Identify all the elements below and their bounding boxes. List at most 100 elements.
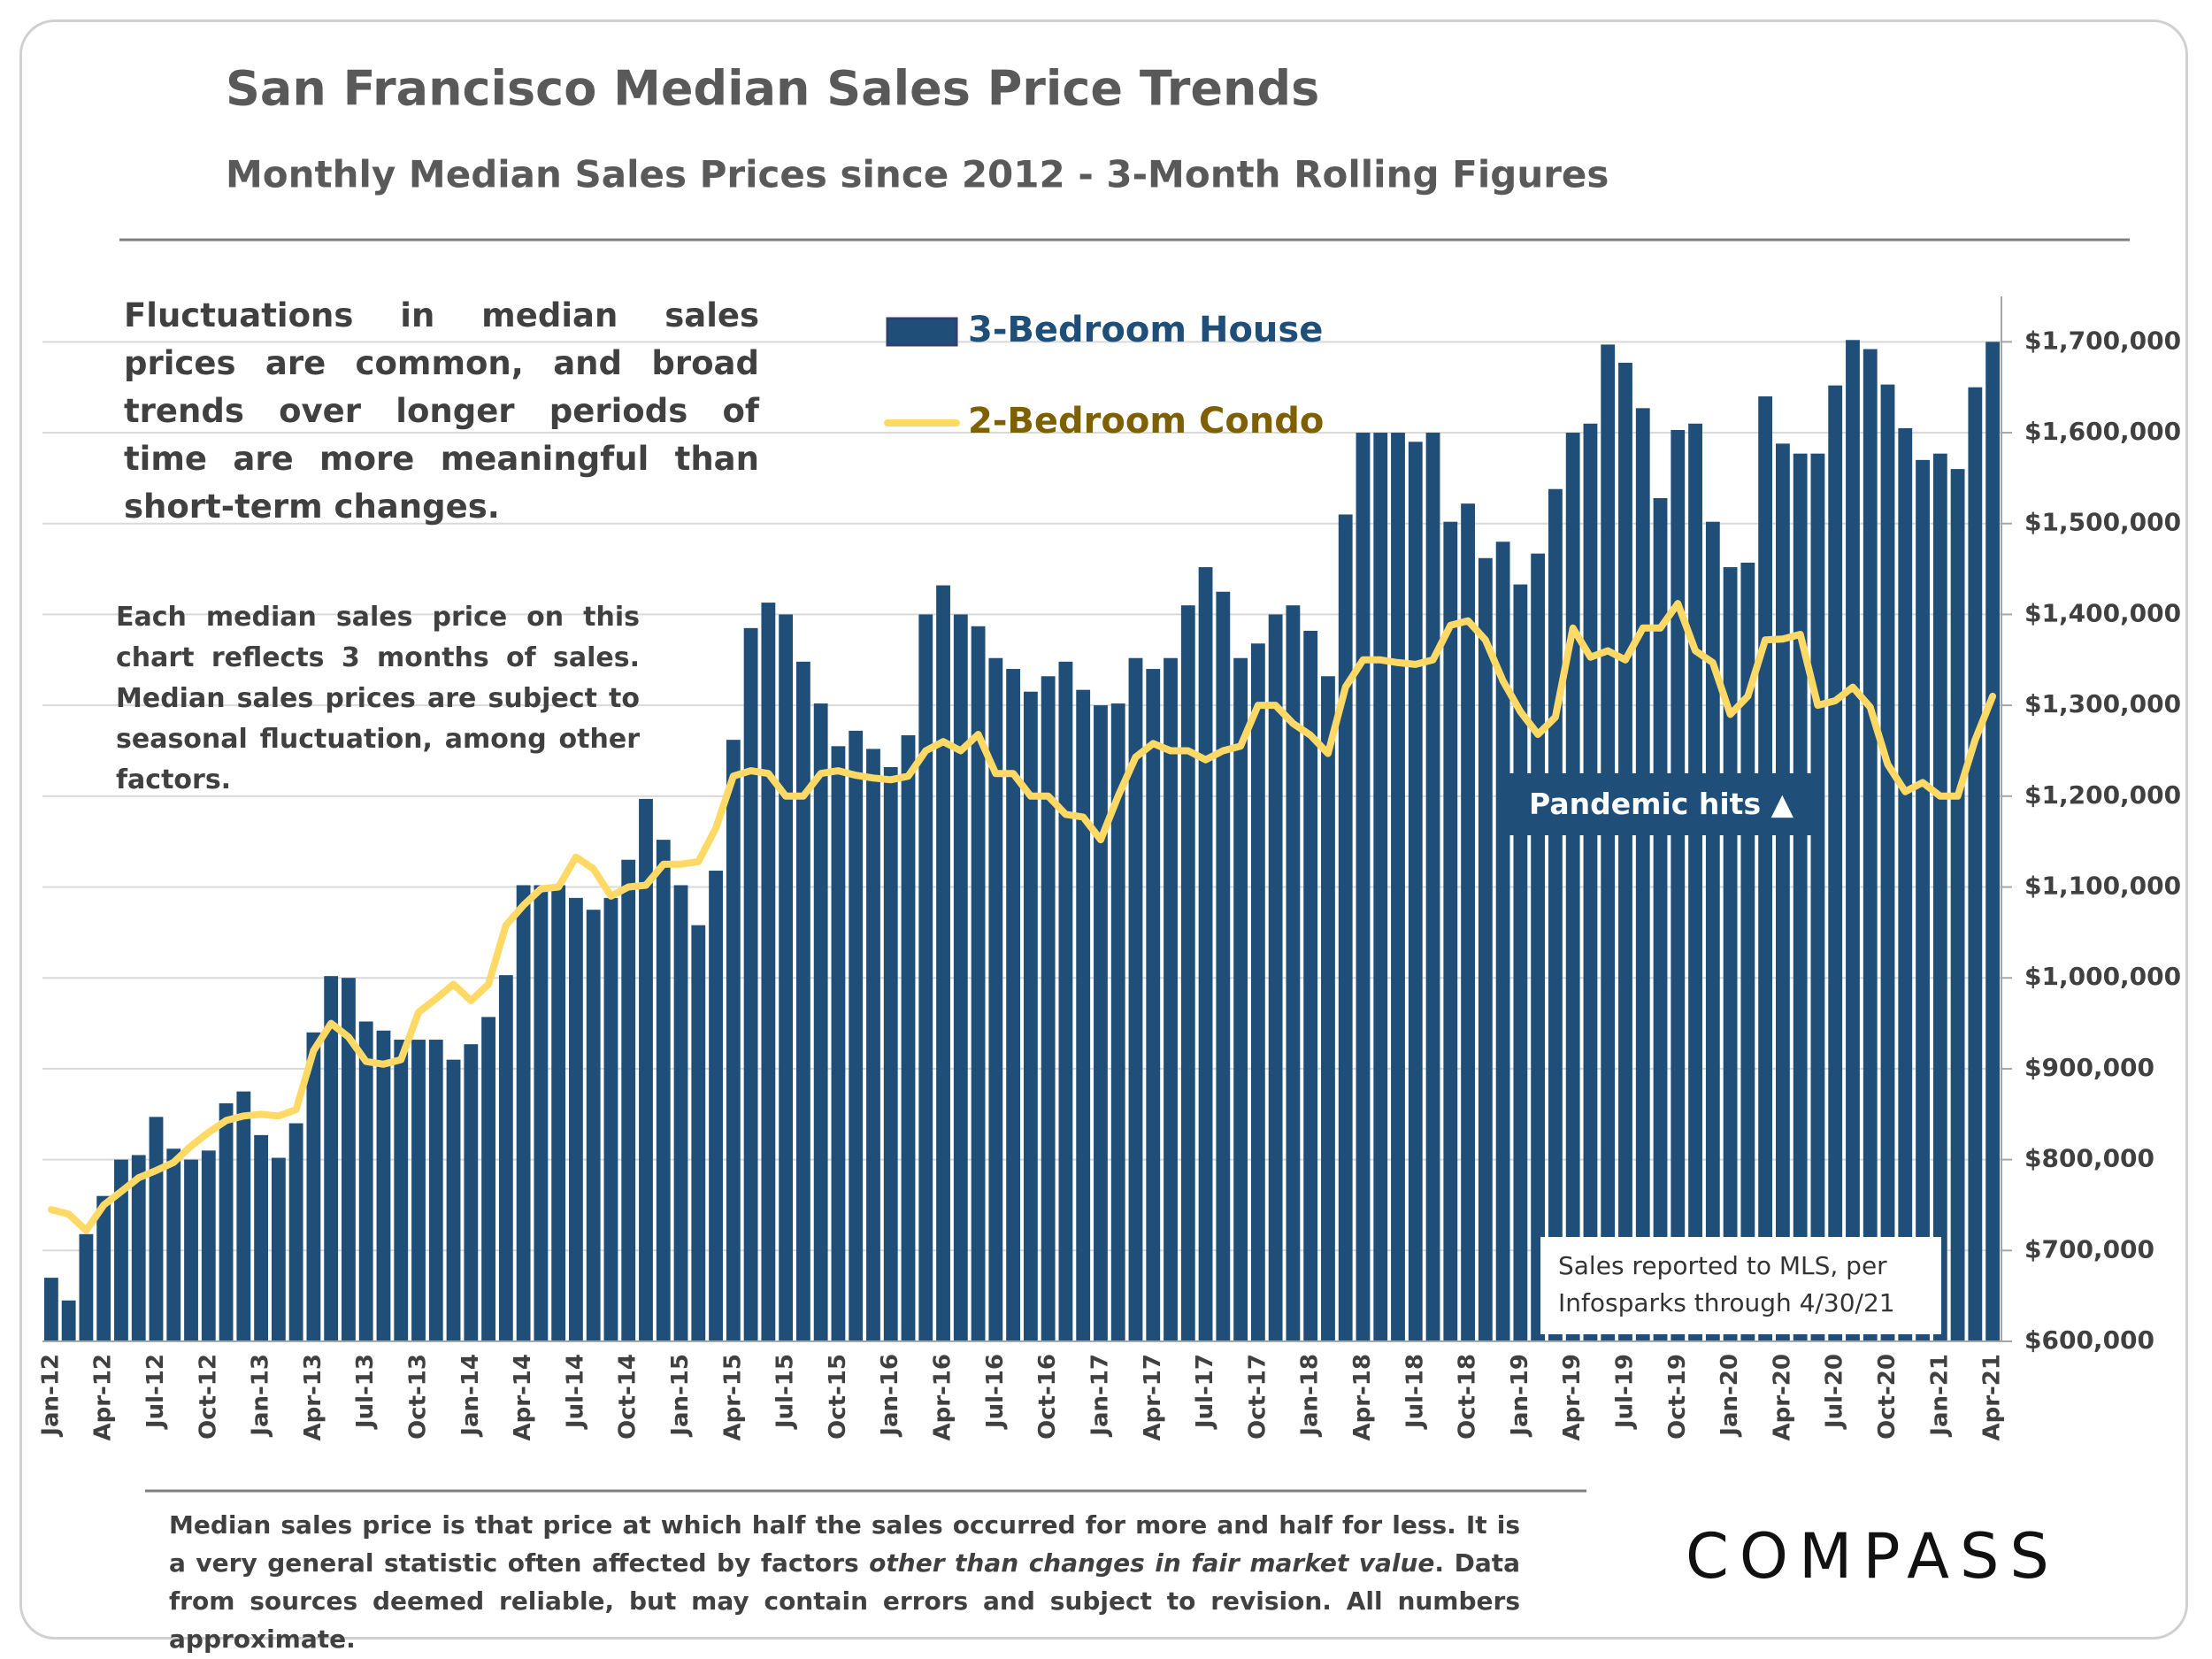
- bar: [498, 975, 513, 1341]
- bar: [1775, 443, 1790, 1341]
- x-tick-label: Apr-12: [90, 1354, 117, 1441]
- y-tick-label: $1,600,000: [2024, 417, 2181, 446]
- bar: [779, 614, 794, 1341]
- bar: [936, 585, 950, 1341]
- x-tick-label: Jan-16: [877, 1354, 903, 1438]
- bar: [1635, 408, 1650, 1341]
- axes: $600,000 $700,000 $800,000 $900,000 $1,000,0…: [37, 296, 2181, 1441]
- source-line: Infosparks through 4/30/21: [1558, 1288, 1895, 1317]
- bar: [43, 1278, 58, 1341]
- bar: [1583, 423, 1598, 1341]
- chart-title: San Francisco Median Sales Price Trends: [226, 61, 1319, 117]
- legend-label: 2-Bedroom Condo: [968, 401, 1324, 442]
- bar: [971, 626, 986, 1341]
- bar: [516, 885, 531, 1341]
- x-tick-label: Apr-17: [1140, 1354, 1166, 1441]
- bar: [1094, 705, 1108, 1341]
- bar: [96, 1195, 111, 1341]
- bar: [1565, 433, 1580, 1342]
- bar: [761, 603, 776, 1341]
- bar: [149, 1117, 164, 1341]
- x-tick-label: Jan-18: [1297, 1354, 1324, 1438]
- y-tick-label: $800,000: [2024, 1144, 2154, 1173]
- bar: [1863, 349, 1878, 1341]
- y-tick-label: $1,100,000: [2024, 872, 2181, 901]
- bar: [1216, 591, 1231, 1341]
- bar: [1286, 605, 1301, 1341]
- bar: [358, 1021, 373, 1341]
- chart-subtitle: Monthly Median Sales Prices since 2012 -…: [226, 153, 1609, 196]
- x-tick-label: Oct-16: [1034, 1354, 1061, 1440]
- annotation: Fluctuations in median sales prices are …: [124, 296, 759, 526]
- x-tick-label: Oct-15: [825, 1354, 851, 1440]
- x-tick-label: Oct-18: [1455, 1354, 1481, 1440]
- x-tick-label: Oct-14: [615, 1354, 641, 1440]
- bar: [271, 1157, 286, 1341]
- footnote-text: . Data from sources deemed reliable, but…: [169, 1548, 1520, 1654]
- bar: [1985, 342, 2001, 1341]
- bar: [866, 749, 880, 1341]
- bar: [184, 1159, 198, 1341]
- x-tick-label: Jul-20: [1822, 1354, 1848, 1430]
- bar: [1705, 521, 1720, 1341]
- bar: [1740, 562, 1755, 1341]
- legend-label: 3-Bedroom House: [968, 310, 1323, 350]
- bar: [621, 859, 636, 1341]
- bar: [1478, 557, 1493, 1341]
- bar: [254, 1134, 269, 1341]
- footnote-italic: other than changes in fair market value: [869, 1548, 1435, 1578]
- logo: COMPASS: [1686, 1520, 2060, 1593]
- bar: [901, 735, 916, 1341]
- source-line: Sales reported to MLS, per: [1558, 1251, 1887, 1280]
- x-tick-label: Apr-19: [1559, 1354, 1586, 1441]
- bar: [1495, 541, 1510, 1341]
- bar: [481, 1017, 495, 1341]
- bar: [1146, 669, 1161, 1341]
- bar: [1461, 503, 1475, 1341]
- x-tick-label: Jul-13: [352, 1354, 379, 1430]
- bar: [411, 1040, 426, 1341]
- bar: [342, 978, 356, 1341]
- y-tick-label: $900,000: [2024, 1053, 2154, 1082]
- bar: [306, 1032, 321, 1341]
- bar: [1391, 433, 1405, 1342]
- bar: [726, 740, 741, 1341]
- bar: [288, 1123, 303, 1341]
- bar: [603, 897, 618, 1341]
- bar: [428, 1040, 443, 1341]
- bar: [1671, 429, 1686, 1341]
- x-tick-label: Jul-16: [982, 1354, 1009, 1430]
- x-tick-label: Apr-21: [1979, 1354, 2006, 1441]
- bar: [1932, 453, 1947, 1341]
- y-tick-label: $1,200,000: [2024, 780, 2181, 810]
- bar: [1356, 433, 1371, 1342]
- bar: [551, 885, 566, 1341]
- bar: [1250, 643, 1265, 1341]
- bar: [1723, 567, 1738, 1341]
- bar: [883, 766, 898, 1341]
- footnote: Median sales price is that price at whic…: [169, 1506, 1520, 1658]
- bar: [1408, 442, 1423, 1341]
- bar: [394, 1040, 409, 1341]
- bar: [639, 798, 653, 1341]
- bar: [1793, 453, 1808, 1341]
- bar: [166, 1148, 181, 1341]
- bar: [1180, 605, 1195, 1341]
- footnote-text: Median sales price is that price at whic…: [169, 1510, 1520, 1578]
- y-tick-label: $1,300,000: [2024, 689, 2181, 718]
- bar: [1373, 433, 1388, 1342]
- bar: [1110, 703, 1125, 1341]
- bar: [1601, 344, 1616, 1341]
- x-tick-label: Jul-18: [1402, 1354, 1428, 1430]
- bar: [1268, 614, 1283, 1341]
- bar: [1233, 657, 1248, 1341]
- bar: [1618, 362, 1632, 1342]
- bar: [1425, 433, 1440, 1342]
- x-tick-label: Jul-12: [142, 1354, 169, 1430]
- bar: [1653, 497, 1668, 1341]
- x-tick-label: Jan-13: [248, 1354, 274, 1438]
- x-tick-label: Jul-14: [562, 1354, 588, 1430]
- bar: [673, 885, 688, 1341]
